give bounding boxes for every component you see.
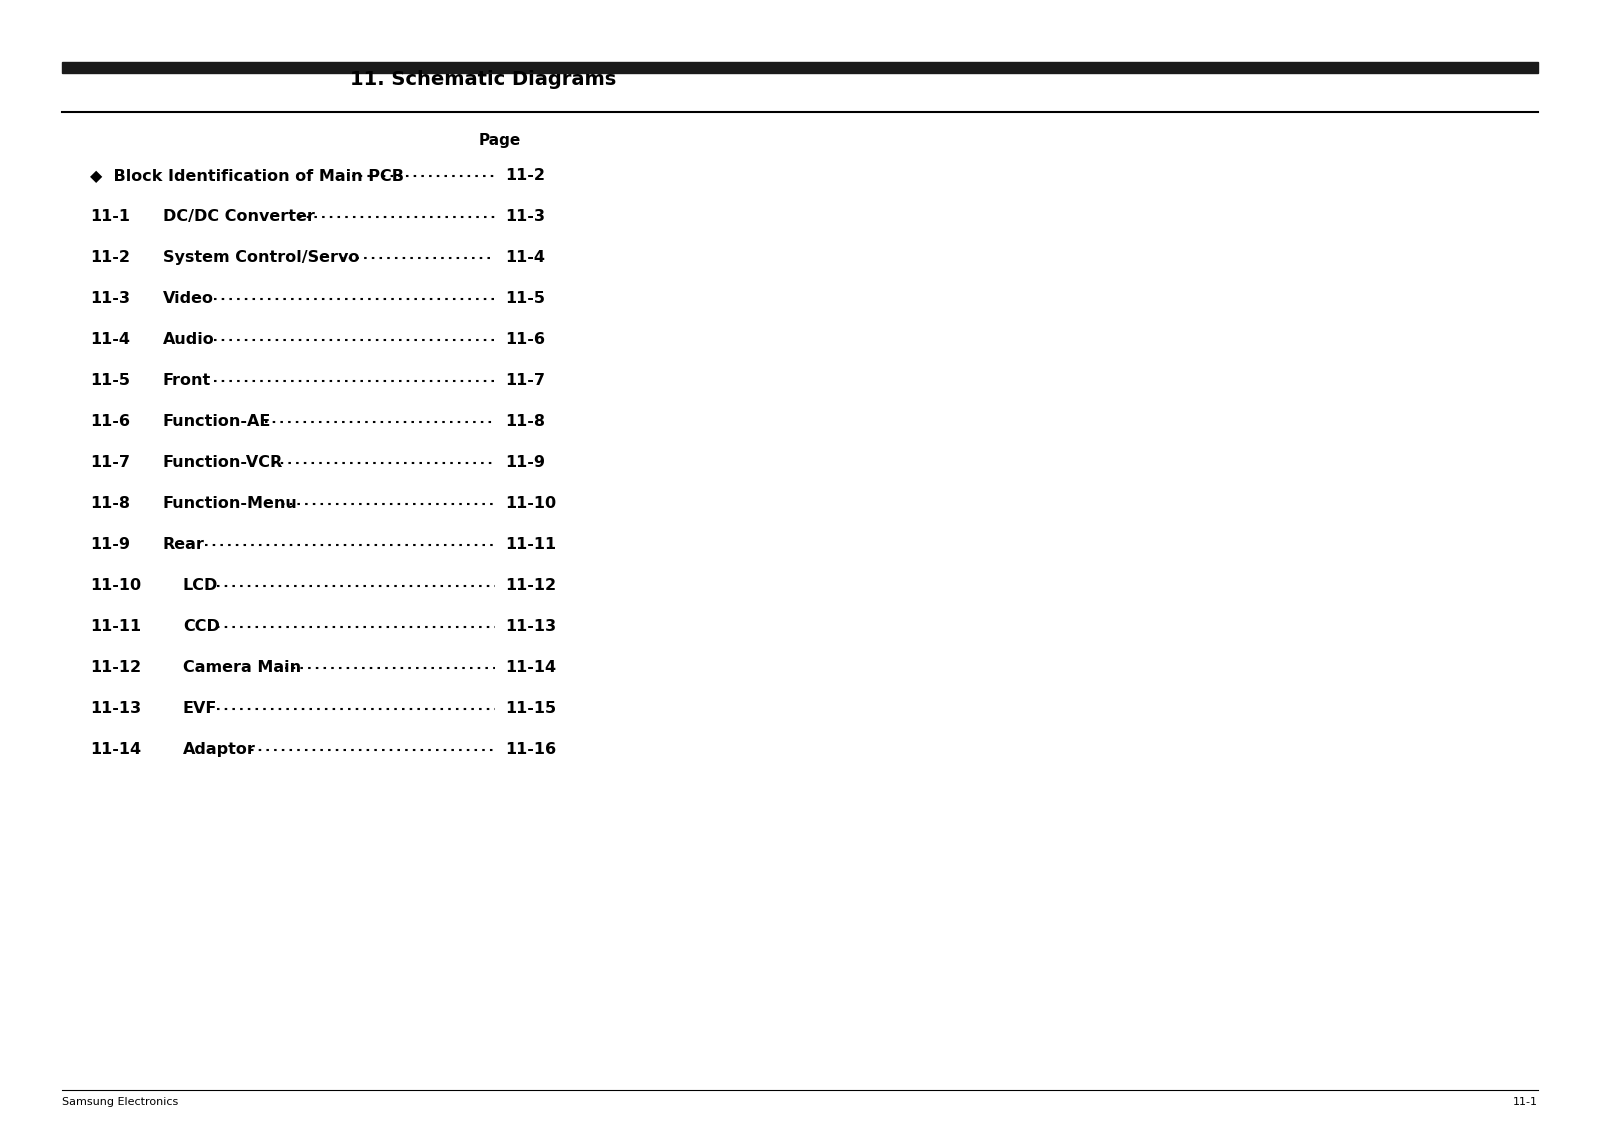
Text: 11-13: 11-13 (506, 619, 557, 634)
Text: 11-6: 11-6 (506, 332, 546, 348)
Text: Function-AE: Function-AE (163, 414, 272, 429)
Text: System Control/Servo: System Control/Servo (163, 250, 360, 265)
Bar (62, 62, 1538, 72)
Text: LCD: LCD (182, 578, 218, 593)
Text: Function-Menu: Function-Menu (163, 496, 298, 511)
Text: ◆  Block Identification of Main PCB: ◆ Block Identification of Main PCB (90, 168, 403, 183)
Text: 11-7: 11-7 (506, 374, 546, 388)
Text: 11-14: 11-14 (90, 741, 141, 757)
Text: 11-16: 11-16 (506, 741, 557, 757)
Text: 11-9: 11-9 (90, 537, 130, 552)
Text: 11-10: 11-10 (506, 496, 557, 511)
Text: DC/DC Converter: DC/DC Converter (163, 209, 315, 224)
Text: Rear: Rear (163, 537, 205, 552)
Text: 11-7: 11-7 (90, 455, 130, 470)
Text: 11-12: 11-12 (90, 660, 141, 675)
Text: Samsung Electronics: Samsung Electronics (62, 1097, 178, 1107)
Text: 11-11: 11-11 (90, 619, 141, 634)
Text: 11-1: 11-1 (90, 209, 130, 224)
Text: 11-1: 11-1 (1514, 1097, 1538, 1107)
Text: 11-3: 11-3 (90, 291, 130, 306)
Text: 11-14: 11-14 (506, 660, 557, 675)
Text: 11. Schematic Diagrams: 11. Schematic Diagrams (350, 70, 616, 89)
Text: Page: Page (478, 132, 522, 148)
Text: 11-11: 11-11 (506, 537, 557, 552)
Text: 11-5: 11-5 (506, 291, 546, 306)
Text: 11-10: 11-10 (90, 578, 141, 593)
Text: 11-12: 11-12 (506, 578, 557, 593)
Text: 11-2: 11-2 (90, 250, 130, 265)
Text: EVF: EVF (182, 701, 218, 717)
Text: 11-4: 11-4 (506, 250, 546, 265)
Text: 11-15: 11-15 (506, 701, 557, 717)
Text: Audio: Audio (163, 332, 214, 348)
Text: 11-4: 11-4 (90, 332, 130, 348)
Text: 11-2: 11-2 (506, 168, 546, 183)
Text: Function-VCR: Function-VCR (163, 455, 283, 470)
Text: 11-3: 11-3 (506, 209, 546, 224)
Text: 11-5: 11-5 (90, 374, 130, 388)
Text: 11-13: 11-13 (90, 701, 141, 717)
Text: CCD: CCD (182, 619, 219, 634)
Text: Video: Video (163, 291, 214, 306)
Text: Camera Main: Camera Main (182, 660, 301, 675)
Text: 11-6: 11-6 (90, 414, 130, 429)
Text: 11-8: 11-8 (506, 414, 546, 429)
Text: 11-8: 11-8 (90, 496, 130, 511)
Text: Adaptor: Adaptor (182, 741, 256, 757)
Text: 11-9: 11-9 (506, 455, 546, 470)
Text: Front: Front (163, 374, 211, 388)
